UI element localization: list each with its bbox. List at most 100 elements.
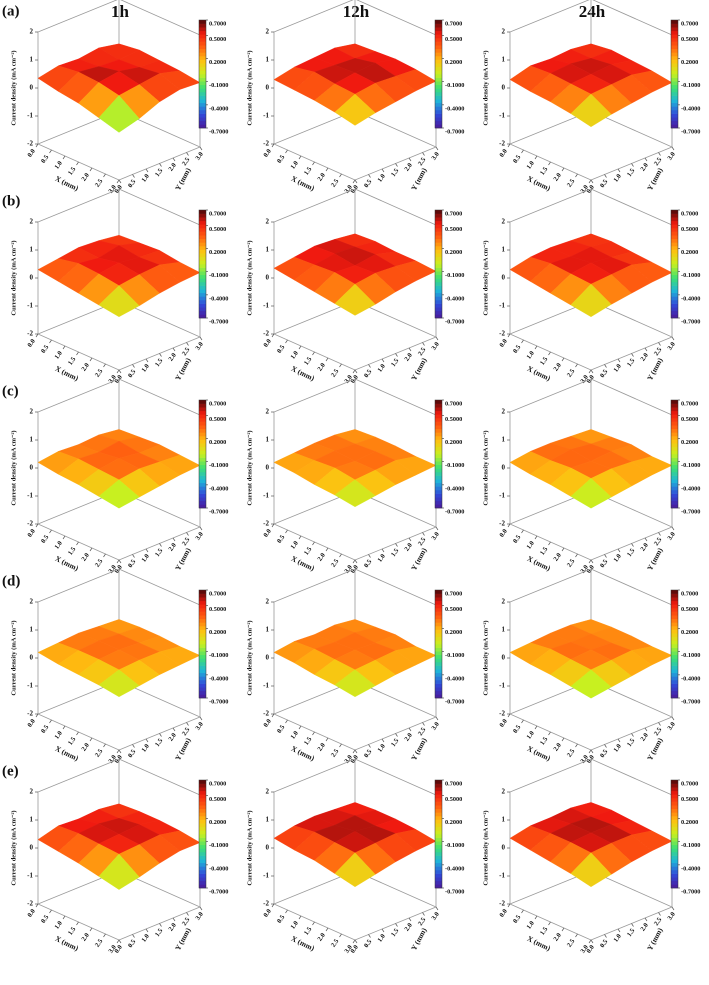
- colorbar-slice: [435, 812, 442, 817]
- x-tick: [116, 749, 120, 754]
- colorbar-slice: [671, 63, 678, 68]
- colorbar-tick-label: 0.7000: [681, 210, 698, 217]
- x-tick: [339, 743, 342, 748]
- surface-patch: [570, 669, 612, 699]
- colorbar-slice: [671, 88, 678, 93]
- colorbar-slice: [671, 694, 678, 699]
- x-tick: [534, 725, 538, 730]
- x-tick-label: 0.5: [276, 913, 287, 924]
- colorbar-slice: [435, 113, 442, 118]
- box-edge: [273, 188, 356, 223]
- colorbar-slice: [671, 231, 678, 236]
- colorbar-slice: [199, 95, 206, 100]
- x-tick-label: 0.0: [498, 338, 508, 349]
- box-edge: [590, 568, 673, 606]
- x-tick: [298, 345, 302, 350]
- colorbar-slice: [199, 20, 206, 24]
- x-tick: [325, 927, 329, 932]
- y-tick-label: 0.5: [599, 748, 610, 759]
- z-tick-label: -2: [499, 330, 505, 338]
- colorbar-slice: [435, 403, 442, 408]
- y-tick: [172, 347, 176, 352]
- y-tick: [381, 358, 385, 363]
- colorbar-tick-label: 0.2000: [445, 249, 462, 256]
- x-tick-label: 0.0: [26, 718, 36, 729]
- colorbar-slice: [435, 457, 442, 462]
- colorbar-tick-label: 0.5000: [445, 226, 462, 233]
- colorbar-tick-label: 0.2000: [209, 819, 226, 826]
- colorbar-slice: [671, 816, 678, 820]
- z-tick-label: -2: [263, 330, 269, 338]
- y-tick: [590, 749, 594, 754]
- x-tick: [62, 535, 66, 540]
- y-tick-label: 3.0: [666, 151, 676, 162]
- y-tick-label: 1.0: [376, 173, 386, 184]
- colorbar-slice: [199, 253, 206, 258]
- colorbar-slice: [199, 217, 206, 222]
- x-tick: [35, 143, 39, 148]
- y-tick-label: 1.5: [626, 737, 637, 748]
- x-tick: [534, 155, 538, 160]
- colorbar-slice: [435, 877, 442, 882]
- y-tick: [159, 353, 162, 357]
- z-tick-label: -1: [263, 302, 269, 310]
- colorbar-slice: [435, 450, 442, 455]
- y-tick: [395, 163, 398, 167]
- colorbar-slice: [435, 264, 442, 268]
- colorbar-slice: [199, 56, 206, 60]
- x-tick-label: 0.5: [512, 723, 523, 734]
- colorbar-slice: [435, 504, 442, 509]
- y-tick-label: 1.5: [626, 927, 637, 938]
- colorbar-slice: [435, 626, 442, 630]
- colorbar-tick-label: 0.5000: [445, 606, 462, 613]
- z-tick-label: 2: [502, 408, 506, 416]
- x-tick: [352, 939, 356, 944]
- colorbar-frame: [434, 399, 443, 509]
- y-tick-label: 2.0: [167, 162, 177, 173]
- colorbar-tick-label: -0.4000: [209, 675, 228, 682]
- colorbar-slice: [435, 63, 442, 68]
- colorbar-slice: [199, 873, 206, 878]
- colorbar-slice: [199, 597, 206, 602]
- colorbar-tick-label: -0.1000: [445, 82, 464, 89]
- x-tick: [298, 915, 302, 920]
- colorbar-slice: [199, 436, 206, 440]
- x-tick-label: 2.5: [566, 557, 577, 568]
- colorbar-slice: [199, 314, 206, 319]
- colorbar-tick-label: -0.7000: [681, 698, 700, 705]
- colorbar-slice: [199, 672, 206, 677]
- surface-patch: [334, 479, 376, 508]
- y-tick: [354, 179, 358, 184]
- x-tick: [103, 553, 106, 558]
- y-tick: [631, 923, 634, 927]
- colorbar-tick-label: -0.7000: [209, 318, 228, 325]
- z-tick-label: -2: [27, 520, 33, 528]
- colorbar-slice: [199, 468, 206, 473]
- z-tick-label: 2: [266, 28, 270, 36]
- colorbar-slice: [671, 636, 678, 641]
- y-tick: [658, 532, 661, 536]
- y-tick-label: 3.0: [430, 911, 440, 922]
- x-tick-label: 0.5: [40, 533, 51, 544]
- colorbar-slice: [199, 59, 206, 64]
- x-tick-label: 0.5: [40, 153, 51, 164]
- colorbar-slice: [435, 669, 442, 674]
- colorbar-slice: [435, 479, 442, 484]
- colorbar-slice: [671, 475, 678, 480]
- colorbar-slice: [671, 880, 678, 885]
- colorbar-slice: [435, 70, 442, 75]
- x-tick-label: 0.5: [276, 343, 287, 354]
- colorbar-slice: [199, 615, 206, 620]
- x-tick: [116, 179, 120, 184]
- z-tick-label: -2: [263, 900, 269, 908]
- y-tick-label: 2.0: [403, 732, 413, 743]
- colorbar-slice: [671, 120, 678, 125]
- colorbar-slice: [671, 432, 678, 437]
- x-tick-label: 1.5: [67, 925, 78, 936]
- x-tick: [89, 167, 93, 172]
- colorbar-slice: [671, 428, 678, 433]
- colorbar-slice: [435, 604, 442, 609]
- colorbar-tick-label: -0.4000: [209, 105, 228, 112]
- colorbar-tick-label: 0.7000: [209, 400, 226, 407]
